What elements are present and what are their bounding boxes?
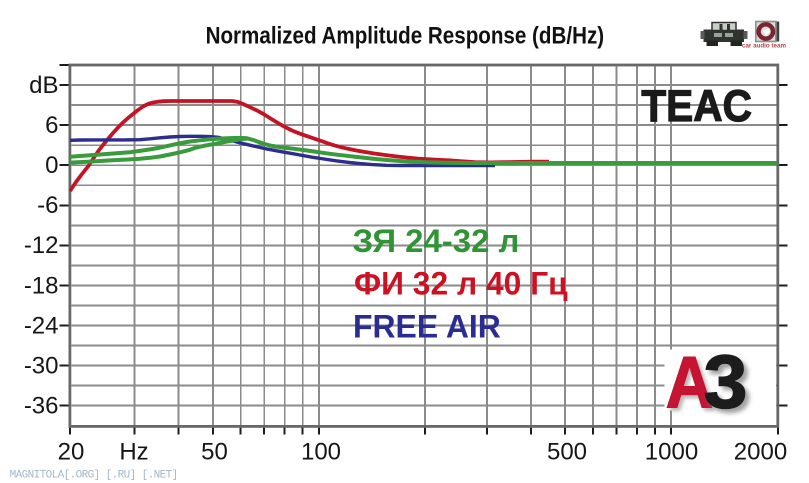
svg-text:car audio team: car audio team	[742, 42, 786, 49]
svg-text:-24: -24	[24, 312, 59, 339]
svg-text:TEAC: TEAC	[641, 82, 752, 131]
svg-text:dB: dB	[29, 72, 58, 99]
svg-text:100: 100	[301, 439, 341, 466]
svg-text:Hz: Hz	[119, 439, 148, 466]
svg-text:-18: -18	[24, 272, 59, 299]
svg-text:20: 20	[58, 439, 85, 466]
svg-text:0: 0	[45, 152, 58, 179]
svg-text:ФИ 32 л 40 Гц: ФИ 32 л 40 Гц	[354, 266, 568, 302]
svg-text:2000: 2000	[734, 439, 787, 466]
svg-text:500: 500	[547, 439, 587, 466]
svg-text:-12: -12	[24, 232, 59, 259]
svg-text:3: 3	[704, 339, 748, 423]
svg-text:Normalized Amplitude Response: Normalized Amplitude Response (dB/Hz)	[206, 23, 604, 50]
svg-text:50: 50	[201, 439, 228, 466]
svg-text:ЗЯ 24-32 л: ЗЯ 24-32 л	[353, 223, 520, 259]
svg-text:FREE AIR: FREE AIR	[353, 309, 501, 345]
svg-text:А: А	[666, 343, 714, 423]
svg-text:-30: -30	[24, 352, 59, 379]
svg-text:MAGNITOLA[.ORG] [.RU] [.NET]: MAGNITOLA[.ORG] [.RU] [.NET]	[10, 470, 178, 482]
svg-text:6: 6	[45, 112, 58, 139]
svg-text:1000: 1000	[645, 439, 698, 466]
svg-text:-36: -36	[24, 393, 59, 420]
svg-text:-6: -6	[37, 192, 58, 219]
